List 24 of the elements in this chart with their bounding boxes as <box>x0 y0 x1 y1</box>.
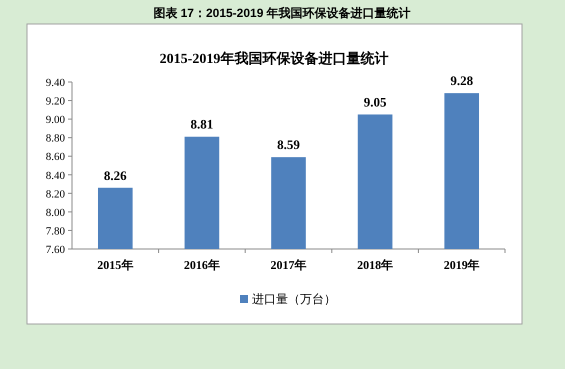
data-label: 8.26 <box>104 168 128 183</box>
x-tick-label: 2015年 <box>97 258 134 272</box>
y-tick-label: 8.60 <box>46 151 66 164</box>
x-tick-label: 2017年 <box>270 258 306 272</box>
y-tick-label: 9.40 <box>46 77 66 89</box>
进口量（万台）: 8.26 8.81 8.59 9.05 9.28 <box>98 73 480 249</box>
data-label: 9.28 <box>450 73 474 88</box>
y-tick-label: 8.80 <box>46 132 66 145</box>
y-tick-label: 8.40 <box>46 170 66 182</box>
chart-title: 2015-2019年我国环保设备进口量统计 <box>160 50 388 67</box>
x-tick-label: 2019年 <box>444 258 480 272</box>
y-tick-label: 9.00 <box>46 114 66 126</box>
data-label: 8.81 <box>190 116 214 132</box>
y-tick-label: 7.60 <box>46 244 66 256</box>
y-tick-label: 9.20 <box>46 96 66 108</box>
text: 图表 17：2015-2019 年我国环保设备进口量统计 <box>153 6 411 20</box>
x-tick-label: 2018年 <box>357 258 394 272</box>
data-label: 8.59 <box>277 137 300 152</box>
y-tick-label: 8.00 <box>46 206 66 219</box>
legend-label: 进口量（万台） <box>252 292 336 306</box>
data-label: 9.05 <box>364 94 387 110</box>
x-tick-label: 2016年 <box>184 258 220 272</box>
y-tick-label: 7.80 <box>46 225 66 238</box>
y-tick-label: 8.20 <box>46 188 66 200</box>
